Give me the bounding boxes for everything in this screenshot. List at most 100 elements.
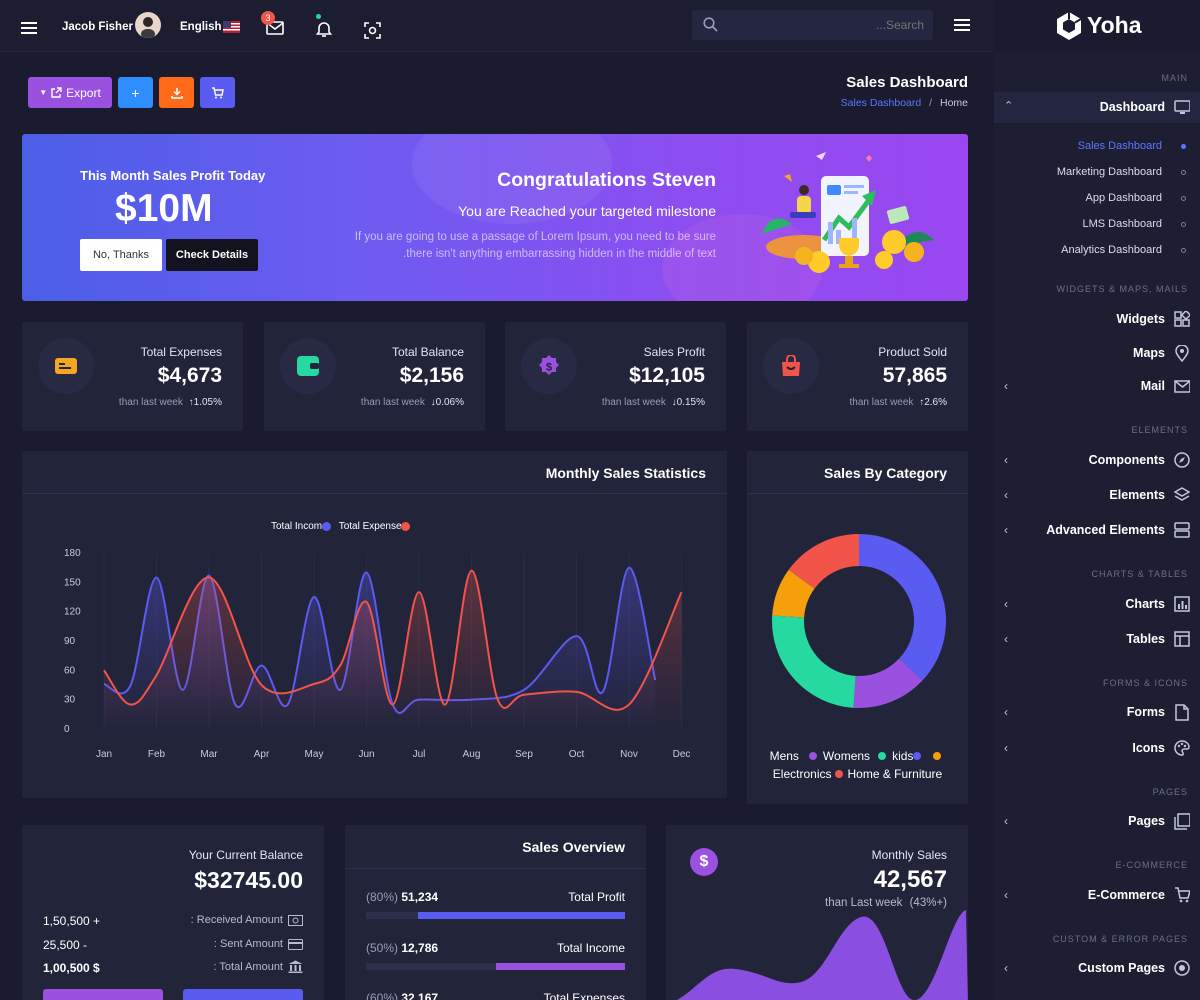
sidebar-item-ecommerce[interactable]: E-Commerce xyxy=(1088,887,1190,903)
legend-electronics-marker xyxy=(933,752,942,760)
sidebar-item-label: Icons xyxy=(1132,741,1165,755)
no-thanks-button[interactable]: No, Thanks xyxy=(80,239,162,271)
download-button[interactable] xyxy=(159,77,194,108)
legend-expenses[interactable]: Total Expenses xyxy=(338,521,407,532)
legend-mens[interactable]: Mens xyxy=(769,749,799,763)
sidebar-sub-app-dashboard[interactable]: App Dashboard xyxy=(1085,192,1162,204)
y-tick-label: 0 xyxy=(64,724,70,735)
search-icon[interactable] xyxy=(703,17,718,32)
legend-home-furniture[interactable]: Home & Furniture xyxy=(847,767,943,781)
sidebar-item-maps[interactable]: Maps xyxy=(1133,344,1190,362)
shopping-bag-icon xyxy=(775,350,807,382)
search-box[interactable] xyxy=(692,10,933,40)
stat-trend: than last week ↓0.06% xyxy=(361,397,464,408)
legend-electronics[interactable]: Electronics xyxy=(772,767,832,781)
divider xyxy=(747,493,968,494)
sidebar-item-label: Tables xyxy=(1126,632,1165,646)
balance-primary-button[interactable] xyxy=(43,989,163,1000)
received-amount: 1,50,500 + xyxy=(43,914,101,928)
donut-slice-womens xyxy=(853,658,923,708)
x-tick-label: Mar xyxy=(200,749,218,760)
add-button[interactable]: + xyxy=(118,77,153,108)
sidebar-item-charts[interactable]: Charts xyxy=(1125,596,1190,612)
monthly-sales-title: Monthly Sales xyxy=(871,848,947,862)
chevron-left-icon[interactable]: ‹ xyxy=(1004,453,1008,467)
stat-change: 0.06% xyxy=(435,397,464,408)
cart-button[interactable] xyxy=(200,77,235,108)
chevron-left-icon[interactable]: ‹ xyxy=(1004,814,1008,828)
chevron-left-icon[interactable]: ‹ xyxy=(1004,597,1008,611)
menu-toggle-icon[interactable] xyxy=(20,20,40,36)
legend-income[interactable]: Total Income xyxy=(271,521,328,532)
congrats-text-line-2: .there isn't anything embarrassing hidde… xyxy=(403,248,716,260)
card-title: Monthly Sales Statistics xyxy=(545,465,706,481)
chevron-left-icon[interactable]: ‹ xyxy=(1004,888,1008,902)
stat-icon-wrap: $ xyxy=(521,338,577,394)
x-tick-label: May xyxy=(305,749,324,760)
language-selector[interactable]: English xyxy=(180,21,222,33)
logo-text[interactable]: Yoha xyxy=(1087,12,1142,38)
donut-slice-mens xyxy=(858,534,946,681)
stat-card-product-sold: Product Sold 57,865 than last week ↑2.6% xyxy=(747,322,968,431)
sidebar-item-tables[interactable]: Tables xyxy=(1126,631,1190,647)
table-icon xyxy=(1174,631,1190,647)
card-title: Sales Overview xyxy=(522,839,625,855)
sidebar-item-forms[interactable]: Forms xyxy=(1126,703,1190,721)
chevron-left-icon[interactable]: ‹ xyxy=(1004,632,1008,646)
overview-row: (60%) 32,167 xyxy=(366,991,438,1000)
chevron-left-icon[interactable]: ‹ xyxy=(1004,961,1008,975)
dot xyxy=(1181,248,1186,253)
y-tick-label: 90 xyxy=(64,636,76,647)
chevron-left-icon[interactable]: ‹ xyxy=(1004,705,1008,719)
sidebar-item-dashboard[interactable]: Dashboard xyxy=(1100,99,1190,115)
menu-icon[interactable] xyxy=(954,19,970,32)
mail-icon[interactable] xyxy=(266,21,284,35)
sidebar-sub-marketing-dashboard[interactable]: Marketing Dashboard xyxy=(1056,166,1162,178)
chevron-left-icon[interactable]: ‹ xyxy=(1004,523,1008,537)
chevron-left-icon[interactable]: ‹ xyxy=(1004,379,1008,393)
chevron-up-icon[interactable]: ⌃ xyxy=(1004,100,1014,112)
stat-period: than last week xyxy=(601,397,666,408)
sidebar-item-icons[interactable]: Icons xyxy=(1132,740,1190,756)
section-forms: FORMS & ICONS xyxy=(1102,678,1188,688)
user-name[interactable]: Jacob Fisher xyxy=(62,21,133,33)
sidebar-item-components[interactable]: Components xyxy=(1089,452,1190,468)
bell-icon[interactable] xyxy=(315,20,333,38)
breadcrumb-active[interactable]: Sales Dashboard xyxy=(840,97,922,109)
sidebar-sub-lms-dashboard[interactable]: LMS Dashboard xyxy=(1082,218,1163,230)
sidebar-item-pages[interactable]: Pages xyxy=(1128,812,1190,830)
sidebar-item-label: Advanced Elements xyxy=(1046,523,1165,537)
series-line xyxy=(103,569,683,711)
search-input[interactable] xyxy=(726,10,924,40)
balance-secondary-button[interactable] xyxy=(183,989,303,1000)
legend-home-marker xyxy=(835,770,844,778)
donut-chart xyxy=(772,534,946,708)
chart-legend: Total Income Total Expenses xyxy=(271,521,410,532)
map-pin-icon xyxy=(1174,344,1190,362)
progress-fill xyxy=(417,912,625,919)
check-details-button[interactable]: Check Details xyxy=(166,239,258,271)
sidebar-item-label: Forms xyxy=(1126,705,1165,719)
sidebar-item-advanced-elements[interactable]: Advanced Elements xyxy=(1046,522,1190,538)
sidebar-sub-analytics-dashboard[interactable]: Analytics Dashboard xyxy=(1061,244,1162,256)
sidebar-item-widgets[interactable]: Widgets xyxy=(1117,311,1190,327)
download-icon xyxy=(170,87,183,99)
overview-value: 12,786 xyxy=(401,941,439,955)
sidebar-item-custom-pages[interactable]: Custom Pages xyxy=(1078,960,1190,976)
legend-kids[interactable]: kids xyxy=(892,749,914,763)
sidebar-item-mail[interactable]: Mail xyxy=(1141,378,1190,394)
sidebar-sub-sales-dashboard[interactable]: Sales Dashboard xyxy=(1077,140,1162,152)
mail-badge: 3 xyxy=(261,11,275,25)
export-button[interactable]: ▼ Export xyxy=(28,77,112,108)
sidebar-item-elements[interactable]: Elements xyxy=(1109,487,1190,503)
credit-card-icon xyxy=(50,350,82,382)
legend-womens[interactable]: Womens xyxy=(822,749,871,763)
fullscreen-icon[interactable] xyxy=(364,22,381,39)
avatar[interactable] xyxy=(135,12,161,38)
breadcrumb-home[interactable]: Home xyxy=(939,97,968,109)
chevron-left-icon[interactable]: ‹ xyxy=(1004,741,1008,755)
bar-chart-icon xyxy=(1174,596,1190,612)
chevron-left-icon[interactable]: ‹ xyxy=(1004,488,1008,502)
stat-period: than last week xyxy=(849,397,914,408)
svg-text:$: $ xyxy=(546,362,552,374)
